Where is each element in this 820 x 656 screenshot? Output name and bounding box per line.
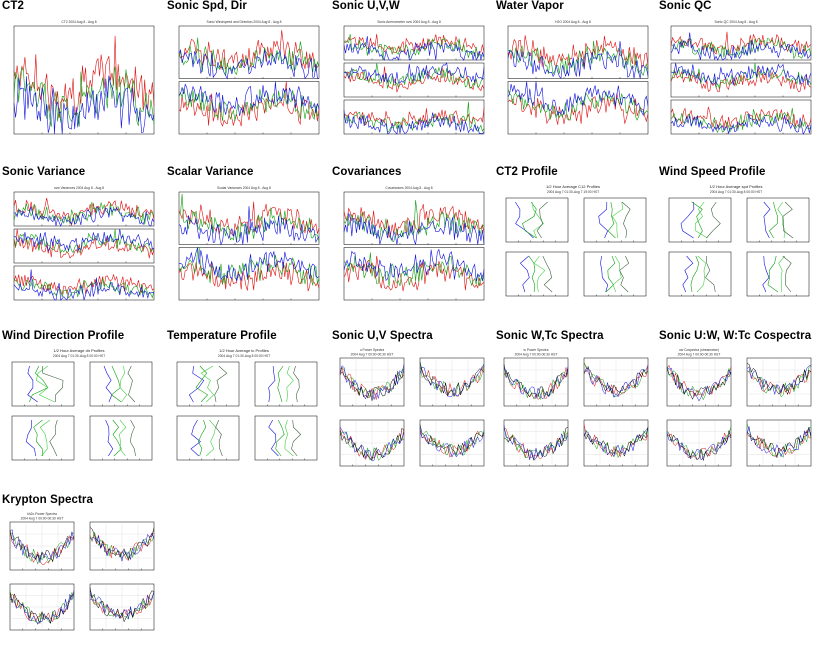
- plot-caption: w Power Spectra: [524, 348, 549, 352]
- plot-title-link[interactable]: Temperature Profile: [167, 330, 277, 342]
- plot-caption: 1/2 Hour Average dir Profiles: [53, 348, 104, 353]
- plot-title-link[interactable]: Krypton Spectra: [2, 494, 93, 506]
- plot-caption: Scalar Variances 2004 Aug 8 - Aug 8: [217, 186, 271, 190]
- plot-thumbnail[interactable]: Sonic Windspeed and Direction 2004 Aug 8…: [165, 16, 323, 144]
- plot-title-link[interactable]: Sonic QC: [659, 0, 712, 12]
- plot-title-link[interactable]: CT2 Profile: [496, 166, 558, 178]
- plot-image: uw Cospectra (streamwise)2004 Aug 7 00:0…: [666, 348, 812, 467]
- plot-title-link[interactable]: Covariances: [332, 166, 402, 178]
- plot-thumbnail[interactable]: CT2 2004 Aug 8 - Aug 8: [0, 16, 158, 144]
- plot-thumbnail[interactable]: 1/2 Hour Average dir Profiles 2004 Aug 7 …: [0, 346, 158, 474]
- plot-image: Sonic Anemometer uvw 2004 Aug 8 - Aug 8: [343, 20, 485, 135]
- plot-thumbnail[interactable]: 1/2 Hour Average C12 Profiles 2004 Aug 7 …: [494, 182, 652, 310]
- plot-image: Covariances 2004 Aug 8 - Aug 8: [343, 186, 485, 301]
- plot-subcaption: 2004 Aug 7 01:30-Aug 8 00:00 HST: [710, 190, 762, 194]
- plot-image: Scalar Variances 2004 Aug 8 - Aug 8: [178, 186, 320, 301]
- plot-caption: CT2 2004 Aug 8 - Aug 8: [61, 20, 96, 24]
- plot-thumbnail[interactable]: uvw Variances 2004 Aug 8 - Aug 8: [0, 182, 158, 310]
- plot-title-link[interactable]: Scalar Variance: [167, 166, 254, 178]
- plot-title-link[interactable]: Wind Speed Profile: [659, 166, 766, 178]
- plot-thumbnail[interactable]: Scalar Variances 2004 Aug 8 - Aug 8: [165, 182, 323, 310]
- plot-thumbnail[interactable]: uw Cospectra (streamwise) 2004 Aug 7 00:0…: [657, 346, 815, 474]
- plot-subcaption: 2004 Aug 7 00:00-00:30 HST: [515, 353, 558, 357]
- plot-caption: H2O 2004 Aug 8 - Aug 8: [555, 20, 591, 24]
- plot-title-link[interactable]: Water Vapor: [496, 0, 564, 12]
- plot-thumbnail[interactable]: 1/2 Hour Average spd Profiles 2004 Aug 7 …: [657, 182, 815, 310]
- plot-thumbnail[interactable]: Covariances 2004 Aug 8 - Aug 8: [330, 182, 488, 310]
- plot-thumbnail[interactable]: H2O 2004 Aug 8 - Aug 8: [494, 16, 652, 144]
- plot-thumbnail[interactable]: w Power Spectra 2004 Aug 7 00:00-00:30 HS…: [494, 346, 652, 474]
- plot-caption: 1/2 Hour Average spd Profiles: [709, 184, 762, 189]
- plot-title-link[interactable]: Sonic W,Tc Spectra: [496, 330, 604, 342]
- plot-image: Sonic Windspeed and Direction 2004 Aug 8…: [178, 20, 320, 135]
- plot-caption: Sonic Windspeed and Direction 2004 Aug 8…: [207, 20, 282, 24]
- plot-subcaption: 2004 Aug 7 00:00-00:30 HST: [351, 353, 394, 357]
- plot-subcaption: 2004 Aug 7 00:00-00:30 HST: [678, 353, 721, 357]
- plot-title-link[interactable]: CT2: [2, 0, 25, 12]
- plot-image: Sonic QC 2004 Aug 8 - Aug 8: [670, 20, 812, 135]
- plot-title-link[interactable]: Sonic U:W, W:Tc Cospectra: [659, 330, 812, 342]
- plot-title-link[interactable]: Sonic U,V Spectra: [332, 330, 433, 342]
- plot-caption: 1/2 Hour Average tc Profiles: [219, 348, 269, 353]
- plot-subcaption: 2004 Aug 7 01:30-Aug 8 00:00 HST: [218, 354, 270, 358]
- plot-caption: Sonic Anemometer uvw 2004 Aug 8 - Aug 8: [377, 20, 441, 24]
- plot-title-link[interactable]: Sonic Spd, Dir: [167, 0, 247, 12]
- plot-image: CT2 2004 Aug 8 - Aug 8: [13, 20, 155, 135]
- plot-caption: uw Cospectra (streamwise): [679, 348, 719, 352]
- plot-caption: Covariances 2004 Aug 8 - Aug 8: [385, 186, 432, 190]
- plot-image: uvw Variances 2004 Aug 8 - Aug 8: [13, 186, 155, 301]
- plot-title-link[interactable]: Wind Direction Profile: [2, 330, 125, 342]
- plot-image: H2O 2004 Aug 8 - Aug 8: [507, 20, 649, 135]
- plot-caption: Sonic QC 2004 Aug 8 - Aug 8: [714, 20, 757, 24]
- plot-thumbnail[interactable]: Sonic QC 2004 Aug 8 - Aug 8: [657, 16, 815, 144]
- plot-subcaption: 2004 Aug 7 00:00-00:30 HST: [21, 517, 64, 521]
- plot-subcaption: 2004 Aug 7 01:30-Aug 8 00:00 HST: [53, 354, 105, 358]
- plot-caption: uvw Variances 2004 Aug 8 - Aug 8: [54, 186, 104, 190]
- plot-caption: u Power Spectra: [360, 348, 385, 352]
- plot-thumbnail[interactable]: 1/2 Hour Average tc Profiles 2004 Aug 7 0…: [165, 346, 323, 474]
- plot-title-link[interactable]: Sonic U,V,W: [332, 0, 400, 12]
- plot-title-link[interactable]: Sonic Variance: [2, 166, 86, 178]
- plot-thumbnail[interactable]: u Power Spectra 2004 Aug 7 00:00-00:30 HS…: [330, 346, 488, 474]
- plot-caption: 1/2 Hour Average C12 Profiles: [546, 184, 600, 189]
- plot-thumbnail[interactable]: kh2o Power Spectra 2004 Aug 7 00:00-00:30…: [0, 510, 158, 638]
- plot-subcaption: 2004 Aug 7 01:30-Aug 7 19:00 HST: [547, 190, 599, 194]
- plot-caption: kh2o Power Spectra: [27, 512, 57, 516]
- plot-thumbnail[interactable]: Sonic Anemometer uvw 2004 Aug 8 - Aug 8: [330, 16, 488, 144]
